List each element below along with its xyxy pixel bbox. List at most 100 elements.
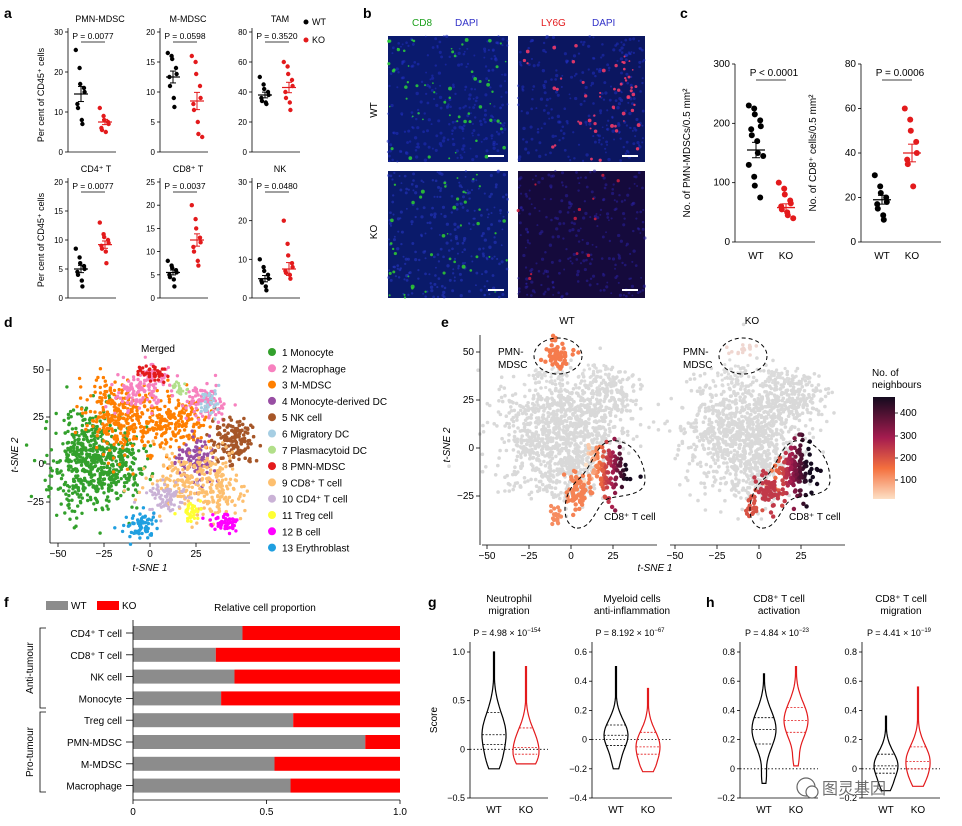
cell: [178, 500, 182, 504]
cell: [634, 398, 639, 403]
cell: [96, 375, 100, 380]
nucleus: [492, 146, 496, 150]
cell: [66, 429, 70, 434]
nucleus: [410, 111, 414, 114]
cell: [563, 481, 567, 485]
nucleus: [452, 83, 455, 87]
cell: [80, 432, 84, 436]
nucleus: [619, 98, 624, 103]
cell: [49, 448, 54, 452]
nucleus: [543, 80, 548, 84]
cell: [125, 401, 130, 405]
cell: [55, 467, 59, 472]
cell: [600, 435, 605, 439]
cell: [185, 414, 190, 418]
cell: [195, 453, 199, 458]
nucleus: [628, 187, 631, 190]
cell: [218, 495, 223, 499]
nucleus: [524, 147, 528, 151]
wt-point: [80, 284, 85, 289]
nucleus: [437, 71, 442, 75]
nucleus: [602, 198, 605, 202]
cell: [574, 408, 578, 413]
cell: [220, 473, 225, 477]
nucleus: [635, 117, 639, 122]
stained-cell: [424, 290, 427, 293]
cell: [242, 416, 246, 421]
cell: [521, 405, 525, 410]
nucleus: [505, 193, 508, 196]
nucleus: [544, 290, 547, 294]
nucleus: [637, 39, 640, 42]
cell: [182, 428, 187, 432]
wt-point: [79, 117, 85, 123]
cell: [109, 463, 114, 467]
cell: [549, 412, 553, 416]
cell: [79, 501, 83, 505]
panel-b-micrographs: CD8 DAPI LY6G DAPI WT KO: [369, 18, 647, 299]
nucleus: [405, 151, 409, 155]
cell: [187, 451, 192, 455]
cell: [57, 460, 61, 464]
nucleus: [493, 105, 496, 108]
stained-cell: [452, 205, 457, 210]
nucleus: [435, 92, 438, 95]
cell: [240, 422, 245, 427]
nucleus: [607, 119, 610, 122]
stained-cell: [407, 275, 410, 278]
wt-point: [877, 183, 884, 190]
cell: [109, 484, 113, 488]
nucleus: [422, 206, 426, 210]
nucleus: [422, 292, 425, 295]
nucleus: [581, 43, 585, 46]
cell: [625, 408, 629, 413]
wt-point: [751, 105, 758, 112]
nucleus: [431, 206, 434, 210]
cell: [527, 388, 532, 393]
cell: [165, 483, 170, 488]
cell: [188, 394, 192, 399]
cell: [539, 386, 543, 390]
nucleus: [519, 50, 522, 54]
nucleus: [482, 118, 486, 121]
stained-cell: [584, 94, 588, 98]
cell: [573, 421, 578, 426]
cell: [166, 487, 170, 491]
cell: [497, 387, 502, 392]
cell: [622, 430, 626, 435]
cell: [625, 377, 630, 382]
x-axis-label: t-SNE 1: [132, 563, 167, 574]
cell: [210, 451, 214, 455]
nucleus: [451, 137, 455, 141]
nucleus: [525, 277, 529, 281]
nucleus: [599, 213, 602, 216]
cell: [630, 416, 635, 421]
nucleus: [592, 102, 595, 105]
nucleus: [579, 176, 582, 179]
nucleus: [392, 194, 395, 197]
cell: [194, 414, 198, 418]
cell: [595, 440, 599, 445]
nucleus: [543, 269, 548, 273]
nucleus: [643, 236, 647, 240]
cell: [102, 439, 106, 443]
cell: [96, 415, 101, 419]
cell: [609, 390, 614, 395]
nucleus: [456, 156, 459, 160]
cell: [529, 496, 534, 501]
cell: [130, 452, 134, 456]
cell: [95, 489, 99, 494]
plot-title: PMN-MDSC: [75, 14, 125, 24]
cell: [629, 398, 633, 403]
stained-cell: [623, 120, 625, 122]
nucleus: [585, 258, 588, 262]
cell: [94, 415, 98, 419]
nucleus: [590, 258, 594, 261]
cell: [566, 451, 571, 456]
nucleus: [538, 209, 541, 212]
y-tick-label: 15: [146, 58, 155, 67]
cell: [204, 415, 208, 419]
stained-cell: [499, 42, 502, 45]
ko-point: [904, 156, 911, 163]
